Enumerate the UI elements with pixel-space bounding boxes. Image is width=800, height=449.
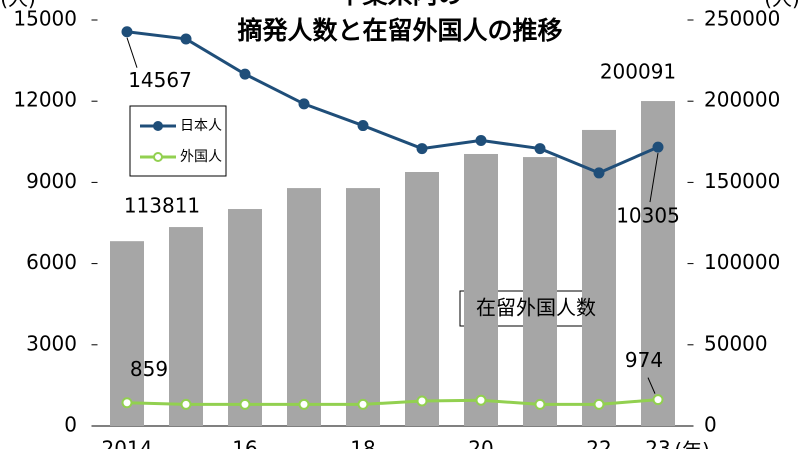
marker <box>652 141 664 153</box>
y2-axis-label: (人) <box>764 0 800 11</box>
leader-line <box>647 377 656 394</box>
y2-tick-label: 100000 <box>704 250 780 274</box>
marker <box>475 394 487 406</box>
bar <box>169 227 203 426</box>
bar <box>464 153 498 427</box>
legend-label: 外国人 <box>180 149 222 165</box>
data-label: 974 <box>625 348 663 372</box>
marker <box>652 394 664 406</box>
marker <box>534 398 546 410</box>
bar <box>523 157 557 426</box>
annotation: 在留外国人数 <box>476 296 596 320</box>
marker <box>475 134 487 146</box>
bar <box>110 241 144 426</box>
data-label: 10305 <box>616 204 680 228</box>
marker <box>416 395 428 407</box>
marker <box>239 398 251 410</box>
leader-line <box>126 37 138 68</box>
marker <box>593 167 605 179</box>
y-tick-label: 12000 <box>13 88 77 112</box>
x-tick-label: 23 <box>645 437 670 449</box>
marker <box>180 33 192 45</box>
x-axis-label: (年) <box>674 439 710 449</box>
bar <box>405 172 439 426</box>
line <box>126 30 659 175</box>
y-tick-label: 15000 <box>13 7 77 31</box>
x-tick-label: 18 <box>350 437 375 449</box>
bar <box>287 188 321 426</box>
marker <box>416 143 428 155</box>
chart-title: 千葉県内の <box>337 0 462 9</box>
marker <box>357 398 369 410</box>
y2-tick-label: 50000 <box>704 331 768 355</box>
leader-line <box>649 152 659 203</box>
legend-marker <box>153 121 163 131</box>
chart-subtitle: 摘発人数と在留外国人の推移 <box>237 16 562 45</box>
data-label: 200091 <box>600 60 676 84</box>
marker <box>180 398 192 410</box>
marker <box>298 398 310 410</box>
bar <box>346 188 380 426</box>
marker <box>121 397 133 409</box>
legend-box <box>129 105 227 177</box>
data-label: 113811 <box>124 194 200 218</box>
y2-tick-label: 0 <box>704 413 717 437</box>
data-label: 859 <box>130 357 168 381</box>
y-tick-label: 3000 <box>26 331 77 355</box>
bar <box>582 129 616 426</box>
x-tick-label: 20 <box>468 437 493 449</box>
marker <box>357 120 369 132</box>
x-tick-label: 22 <box>586 437 611 449</box>
marker <box>121 26 133 38</box>
x-tick-label: 2014 <box>102 437 153 449</box>
y2-tick-label: 250000 <box>704 7 780 31</box>
y-tick-label: 6000 <box>26 250 77 274</box>
data-label: 14567 <box>128 68 192 92</box>
legend-marker <box>153 152 163 162</box>
legend-label: 日本人 <box>180 118 222 134</box>
bar <box>228 209 262 426</box>
y-tick-label: 9000 <box>26 169 77 193</box>
y2-tick-label: 150000 <box>704 169 780 193</box>
y-tick-label: 0 <box>64 413 77 437</box>
marker <box>534 143 546 155</box>
x-tick-label: 16 <box>232 437 257 449</box>
y-axis-label: (人) <box>0 0 36 11</box>
y2-tick-label: 200000 <box>704 88 780 112</box>
marker <box>239 68 251 80</box>
marker <box>593 398 605 410</box>
line <box>126 398 659 406</box>
marker <box>298 98 310 110</box>
